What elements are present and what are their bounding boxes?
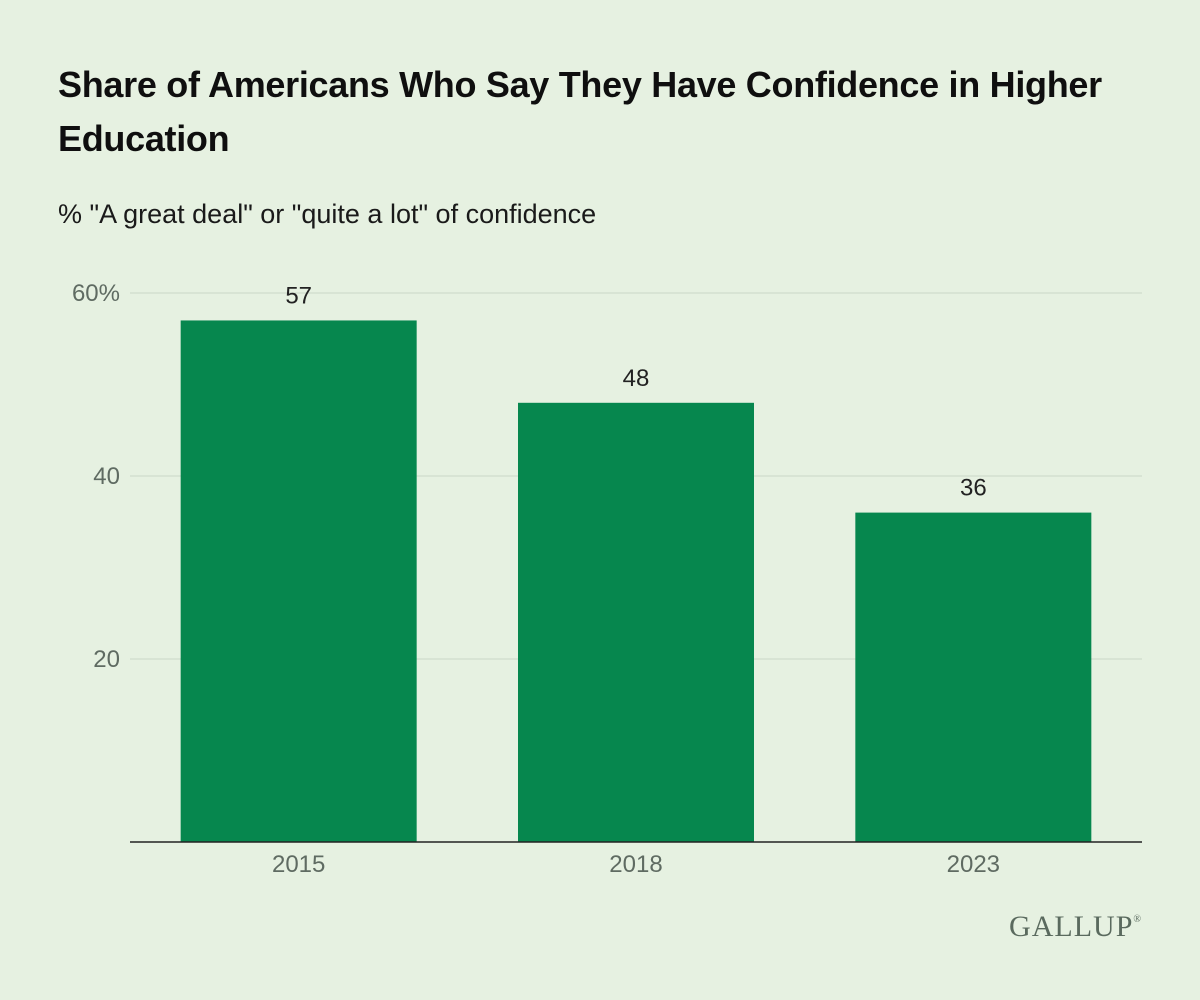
chart-subtitle: % "A great deal" or "quite a lot" of con… — [58, 199, 597, 229]
data-label: 48 — [623, 365, 650, 392]
data-label: 36 — [960, 475, 987, 502]
bar-2018 — [518, 402, 754, 842]
y-tick-label: 40 — [93, 463, 120, 490]
logo-wordmark: GALLUP — [1009, 910, 1134, 943]
bars — [180, 320, 1092, 842]
y-tick-label: 60% — [72, 280, 120, 307]
data-labels: 57 48 36 — [285, 282, 986, 501]
y-axis-ticks: 20 40 60% — [72, 280, 120, 673]
x-tick-label: 2015 — [272, 851, 325, 878]
bar-2015 — [180, 320, 417, 842]
x-tick-label: 2018 — [609, 851, 662, 878]
gallup-logo: GALLUP® — [1009, 910, 1142, 944]
registered-mark: ® — [1133, 914, 1142, 925]
chart-title: Share of Americans Who Say They Have Con… — [58, 64, 1102, 159]
x-tick-label: 2023 — [947, 851, 1000, 878]
bar-2023 — [855, 512, 1092, 842]
x-axis-ticks: 2015 2018 2023 — [272, 851, 1000, 878]
y-tick-label: 20 — [93, 646, 120, 673]
data-label: 57 — [285, 282, 312, 309]
